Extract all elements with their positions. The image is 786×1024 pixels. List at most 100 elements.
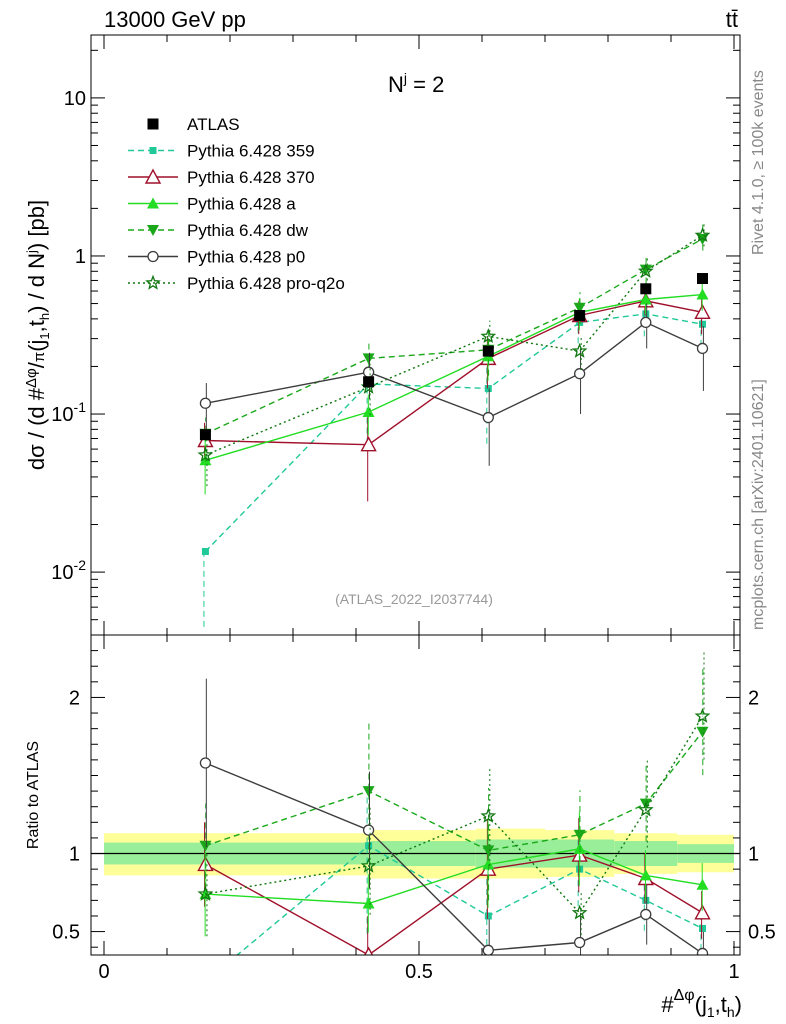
ratio-series-4: [199, 678, 709, 955]
legend-item: Pythia 6.428 pro-q2o: [128, 274, 345, 293]
svg-text:dσ / (d #Δφ/π(j1,th) / d Nj) [: dσ / (d #Δφ/π(j1,th) / d Nj) [pb]: [23, 200, 52, 470]
ratio-line: [205, 731, 704, 852]
main-ticks: 10-2 10-1 1 10: [51, 35, 740, 636]
data-point: [362, 406, 375, 418]
data-point: [699, 924, 706, 932]
series-line: [205, 293, 703, 461]
ratio-panel: 0.5 0.5 1 1 2 2 0 0.5 1 Ratio to ATLAS #Δφ(j1,th…: [25, 634, 776, 1020]
ratio-series: [197, 651, 711, 955]
data-point: [574, 310, 586, 322]
series-line: [205, 321, 703, 419]
rivet-label: Rivet 4.1.0, ≥ 100k events: [750, 70, 767, 255]
data-point: [571, 904, 588, 920]
ratio-y-tick-label-right: 0.5: [748, 922, 776, 944]
ratio-series-3: [199, 666, 709, 901]
data-point: [639, 869, 652, 881]
data-point: [696, 947, 709, 955]
legend-item: Pythia 6.428 a: [128, 195, 296, 214]
energy-label: 13000 GeV pp: [104, 7, 246, 32]
data-point: [639, 293, 652, 305]
data-point: [484, 385, 492, 393]
ratio-series-0: [236, 796, 706, 955]
data-point: [362, 353, 375, 365]
data-point: [694, 904, 711, 920]
svg-text:#Δφ(j1,th): #Δφ(j1,th): [661, 987, 742, 1020]
ratio-y-tick-label: 2: [69, 687, 80, 709]
data-point: [694, 227, 711, 243]
data-point: [197, 446, 214, 462]
legend-item: Pythia 6.428 dw: [128, 221, 309, 240]
y-tick-label: 10-1: [51, 399, 86, 426]
data-point: [199, 757, 212, 769]
data-point: [360, 857, 377, 873]
process-label: tt̄: [726, 7, 738, 32]
legend-label: Pythia 6.428 p0: [187, 248, 305, 267]
main-panel: 10-2 10-1 1 10 Nj = 2 (ATLAS_2022_I2037744)…: [23, 34, 741, 636]
ratio-line: [205, 715, 704, 915]
data-point: [362, 786, 375, 798]
ratio-line: [236, 844, 703, 955]
legend-label: Pythia 6.428 370: [187, 168, 315, 187]
data-point: [149, 147, 157, 154]
series-0: [201, 299, 706, 627]
ratio-y-tick-label: 0.5: [52, 922, 80, 944]
data-point: [147, 118, 159, 130]
ratio-line: [205, 762, 703, 954]
data-point: [637, 262, 654, 278]
data-point: [696, 342, 709, 355]
data-point: [482, 858, 495, 870]
data-point: [201, 547, 209, 555]
legend-label: Pythia 6.428 dw: [187, 221, 309, 240]
data-point: [362, 897, 375, 909]
legend-item: ATLAS: [147, 115, 240, 134]
data-point: [574, 936, 586, 949]
legend: ATLAS Pythia 6.428 359 Pythia 6.428 370 Pyt…: [128, 115, 345, 293]
ratio-y-tick-label: 1: [69, 844, 80, 866]
data-point: [482, 345, 494, 357]
data-point: [573, 829, 586, 841]
series-1: [197, 288, 711, 502]
data-point: [482, 411, 494, 424]
data-point: [362, 366, 375, 378]
series-line: [205, 238, 703, 435]
data-point: [484, 912, 492, 920]
data-point: [696, 726, 709, 738]
data-point: [363, 376, 375, 388]
data-point: [480, 807, 497, 823]
ratio-y-tick-label-right: 2: [748, 687, 759, 709]
data-point: [697, 273, 708, 285]
legend-label: ATLAS: [187, 115, 240, 134]
main-data-points: [199, 273, 708, 441]
x-tick-label: 0: [98, 961, 109, 983]
ratio-frame: [90, 634, 741, 956]
mcplots-label: mcplots.cern.ch [arXiv:2401.10621]: [750, 379, 767, 630]
ratio-y-axis-title: Ratio to ATLAS: [25, 741, 42, 849]
ratio-y-tick-label-right: 1: [748, 844, 759, 866]
data-point: [144, 168, 162, 184]
data-point: [482, 944, 494, 955]
data-point: [694, 707, 711, 723]
series-2: [199, 283, 709, 495]
data-point: [640, 908, 652, 921]
legend-item: Pythia 6.428 p0: [128, 248, 305, 267]
x-tick-label: 1: [728, 961, 739, 983]
data-point: [637, 801, 654, 817]
data-point: [696, 288, 709, 300]
data-point: [640, 283, 652, 295]
analysis-id: (ATLAS_2022_I2037744): [335, 591, 493, 607]
y-tick-label: 1: [75, 246, 86, 268]
x-axis-title: #Δφ(j1,th): [661, 987, 742, 1020]
data-point: [199, 840, 212, 852]
data-point: [573, 302, 586, 314]
data-point: [574, 368, 586, 380]
legend-item: Pythia 6.428 359: [128, 142, 315, 161]
data-point: [199, 397, 212, 409]
data-point: [199, 429, 211, 441]
panel-title: Nj = 2: [388, 70, 444, 97]
data-point: [147, 197, 159, 209]
data-point: [362, 824, 375, 836]
legend-item: Pythia 6.428 370: [128, 168, 315, 187]
ratio-ticks: 0.5 0.5 1 1 2 2 0 0.5 1: [52, 635, 776, 983]
legend-label: Pythia 6.428 a: [187, 195, 296, 214]
data-point: [197, 885, 214, 901]
